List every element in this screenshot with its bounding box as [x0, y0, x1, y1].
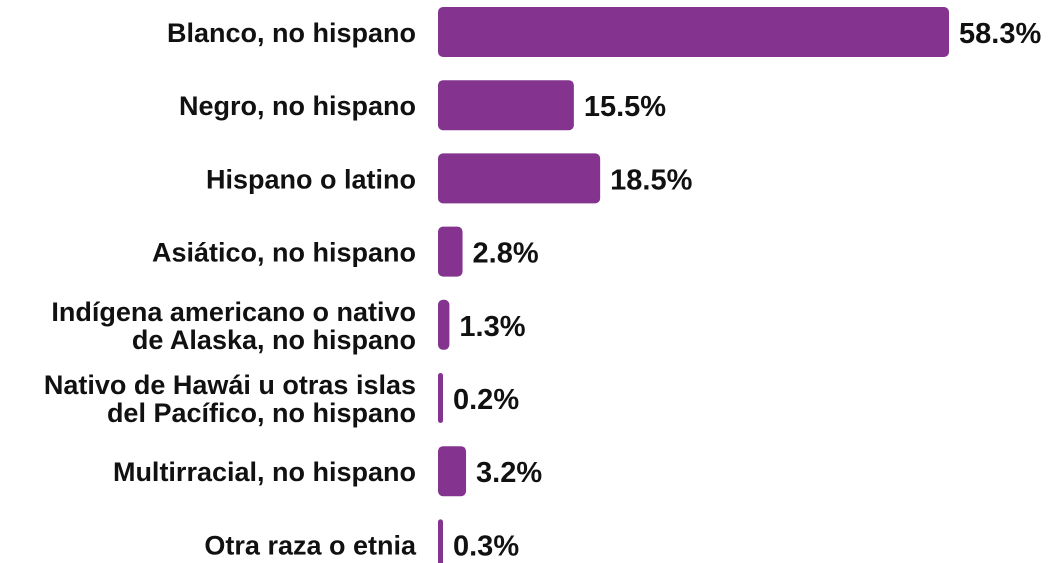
- value-label: 0.2%: [453, 384, 519, 416]
- bar-1: [438, 80, 574, 131]
- category-label: Nativo de Hawái u otras islas del Pacífic…: [44, 370, 416, 428]
- category-label: Otra raza o etnia: [204, 530, 417, 560]
- value-label: 18.5%: [610, 164, 692, 196]
- bar-6: [438, 446, 467, 497]
- bar-4: [438, 299, 450, 350]
- bar-7: [438, 519, 443, 563]
- category-label-line: Indígena americano o nativo: [51, 297, 416, 327]
- bar-0: [438, 7, 949, 57]
- category-label-line: Nativo de Hawái u otras islas: [44, 370, 416, 400]
- bar-2: [438, 153, 601, 204]
- category-label: Blanco, no hispano: [167, 18, 416, 48]
- value-label: 58.3%: [959, 18, 1041, 50]
- bar-3: [438, 226, 463, 277]
- value-label: 3.2%: [476, 457, 542, 489]
- category-label-line: de Alaska, no hispano: [132, 325, 416, 355]
- value-label: 2.8%: [473, 238, 539, 270]
- value-label: 1.3%: [459, 311, 525, 343]
- value-label: 0.3%: [453, 530, 519, 562]
- category-label-line: del Pacífico, no hispano: [107, 398, 416, 428]
- value-label: 15.5%: [584, 91, 666, 123]
- category-label: Multirracial, no hispano: [113, 457, 416, 487]
- bar-5: [438, 373, 443, 423]
- category-label: Indígena americano o nativo de Alaska, no…: [51, 297, 416, 355]
- category-label: Asiático, no hispano: [152, 238, 416, 268]
- category-label: Negro, no hispano: [179, 91, 416, 121]
- category-label: Hispano o latino: [206, 164, 416, 194]
